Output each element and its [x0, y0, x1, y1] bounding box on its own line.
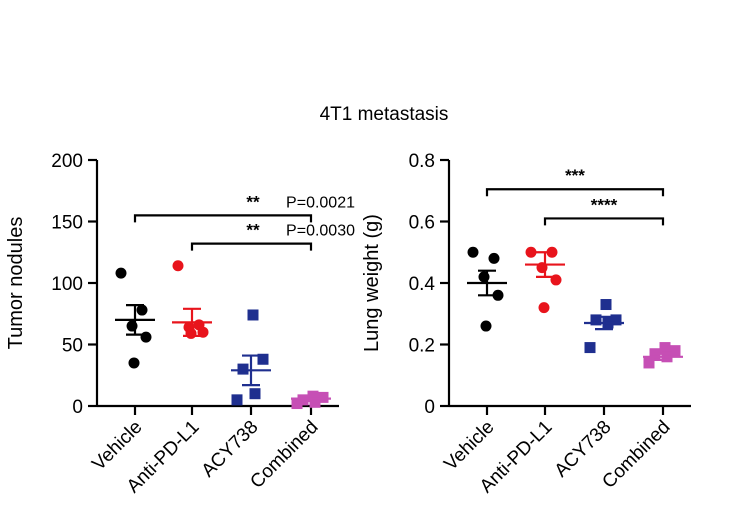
- data-point: [231, 394, 243, 406]
- data-point: [538, 302, 550, 314]
- significance-stars: ***: [565, 166, 585, 185]
- data-point: [237, 363, 249, 375]
- y-tick-label: 0.6: [409, 213, 435, 234]
- series-vehicle: [115, 267, 155, 369]
- y-tick-label: 0.4: [409, 274, 436, 295]
- chart-title: 4T1 metastasis: [320, 104, 449, 125]
- data-point: [291, 398, 303, 410]
- data-point: [488, 252, 500, 264]
- significance-stars: ****: [591, 195, 618, 214]
- series-acy738: [231, 309, 271, 406]
- data-point: [659, 342, 671, 354]
- p-value-label: P=0.0021: [286, 194, 355, 211]
- y-axis-label: Tumor nodules: [5, 217, 27, 350]
- data-point: [115, 267, 127, 279]
- data-point: [492, 289, 504, 301]
- data-point: [525, 246, 537, 258]
- bracket-line: [190, 242, 313, 251]
- data-point: [136, 304, 148, 316]
- y-tick-label: 0.2: [409, 336, 435, 357]
- data-point: [172, 260, 184, 272]
- y-tick-label: 0.8: [409, 151, 435, 172]
- data-point: [590, 314, 602, 326]
- series-acy738: [584, 299, 624, 354]
- bracket-line: [133, 214, 313, 223]
- significance-bracket: ***: [485, 166, 665, 197]
- data-point: [257, 353, 269, 365]
- series-vehicle: [467, 246, 507, 332]
- data-point: [480, 320, 492, 332]
- data-point: [317, 391, 329, 403]
- data-point: [247, 309, 259, 321]
- y-tick-label: 50: [62, 336, 83, 357]
- significance-bracket: ** P=0.0030: [190, 221, 355, 251]
- significance-bracket: ****: [543, 195, 665, 226]
- data-point: [610, 314, 622, 326]
- data-point: [467, 246, 479, 258]
- y-tick-label: 0: [72, 397, 83, 418]
- data-point: [584, 342, 596, 354]
- bracket-line: [485, 188, 665, 197]
- data-point: [643, 357, 655, 369]
- data-point: [600, 299, 612, 311]
- data-point: [128, 357, 140, 369]
- y-tick-label: 200: [51, 151, 83, 172]
- category-label: Vehicle: [88, 417, 146, 475]
- bracket-line: [543, 217, 665, 226]
- data-point: [297, 394, 309, 406]
- data-point: [669, 345, 681, 357]
- data-point: [140, 331, 152, 343]
- y-tick-label: 0: [424, 397, 435, 418]
- significance-stars: **: [246, 221, 260, 240]
- significance-bracket: ** P=0.0021: [133, 192, 355, 223]
- significance-stars: **: [246, 192, 260, 211]
- series-combined: [643, 342, 683, 369]
- category-label: Vehicle: [440, 417, 498, 475]
- series-anti-pd-l1: [525, 246, 565, 314]
- y-axis-label: Lung weight (g): [361, 214, 383, 352]
- data-point: [309, 396, 321, 408]
- series-anti-pd-l1: [172, 260, 212, 339]
- data-point: [249, 388, 261, 400]
- series-combined: [291, 390, 331, 410]
- y-tick-label: 150: [51, 213, 83, 234]
- p-value-label: P=0.0030: [286, 223, 355, 240]
- y-tick-label: 100: [51, 274, 83, 295]
